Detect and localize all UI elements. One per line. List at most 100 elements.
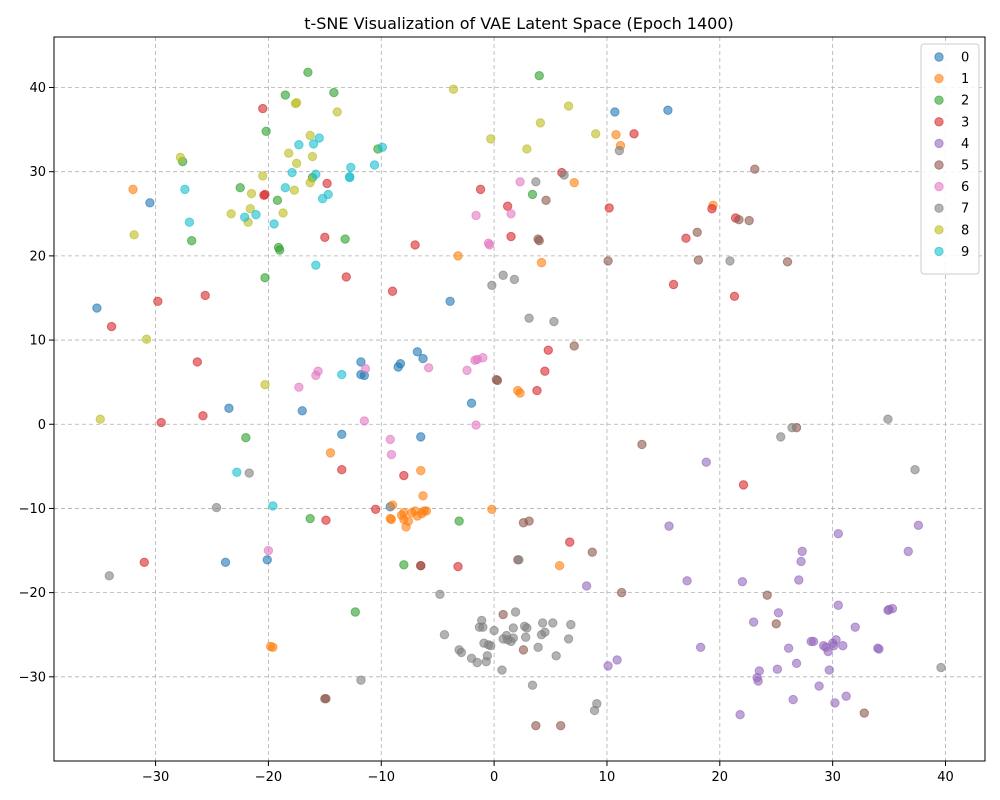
data-point [772, 664, 783, 674]
series-4 [581, 457, 924, 720]
data-point [269, 219, 279, 229]
data-point [692, 227, 702, 238]
data-point [797, 546, 807, 557]
data-point [386, 514, 397, 525]
data-point [403, 516, 414, 526]
data-point [482, 651, 493, 661]
data-point [478, 622, 488, 632]
data-point [903, 546, 913, 557]
legend-label: 1 [961, 72, 969, 87]
data-point [502, 201, 513, 211]
series-0 [92, 105, 673, 568]
data-point [791, 658, 802, 669]
data-point [522, 144, 532, 154]
data-point [737, 576, 748, 587]
data-point [540, 627, 550, 637]
data-point [566, 619, 576, 630]
data-point [788, 694, 798, 705]
data-point [224, 403, 234, 413]
data-point [603, 256, 613, 266]
data-point [454, 516, 464, 526]
data-point [258, 103, 268, 114]
data-point [486, 640, 496, 651]
data-point [515, 388, 525, 398]
data-point [506, 209, 516, 219]
data-point [693, 255, 704, 265]
data-point [850, 622, 860, 632]
data-point [833, 528, 843, 539]
data-point [128, 184, 138, 195]
data-point [175, 152, 186, 163]
data-point [350, 607, 361, 617]
data-point [211, 502, 222, 513]
data-point [814, 681, 824, 691]
data-point [104, 571, 114, 581]
data-point [592, 699, 602, 709]
data-point [423, 363, 434, 373]
data-point [323, 189, 333, 200]
data-point [498, 270, 508, 280]
data-point [416, 432, 426, 442]
data-point [551, 651, 561, 661]
data-point [263, 545, 274, 556]
data-point [258, 171, 268, 181]
data-point [287, 167, 297, 178]
series-7 [104, 145, 946, 716]
data-point [824, 665, 834, 675]
data-point [448, 84, 459, 94]
data-point [141, 334, 152, 344]
data-point [280, 182, 291, 193]
data-point [307, 151, 318, 162]
data-point [497, 665, 507, 675]
data-point [563, 634, 574, 644]
data-point [377, 142, 388, 152]
legend-marker [934, 181, 944, 192]
data-point [356, 675, 366, 685]
series-1 [128, 129, 718, 653]
data-point [421, 506, 432, 516]
data-point [387, 286, 398, 296]
data-point [830, 698, 840, 708]
data-point [549, 316, 559, 327]
data-point [337, 369, 347, 380]
data-point [395, 358, 406, 369]
data-point [369, 160, 380, 170]
data-point [581, 581, 592, 591]
data-point [153, 296, 163, 307]
data-point [534, 71, 544, 81]
data-point [456, 647, 467, 658]
legend-marker [934, 225, 944, 235]
data-point [322, 178, 332, 189]
x-tick-label: 20 [712, 770, 729, 785]
data-point [294, 382, 304, 392]
data-point [341, 272, 351, 282]
data-point [289, 185, 300, 195]
data-point [534, 236, 544, 246]
data-point [548, 618, 558, 628]
data-point [180, 184, 190, 195]
data-point [776, 432, 786, 442]
data-point [535, 118, 546, 128]
data-point [278, 208, 288, 218]
data-point [531, 177, 541, 187]
data-point [453, 561, 463, 572]
data-point [399, 507, 409, 518]
data-point [251, 209, 261, 220]
data-point [472, 657, 482, 668]
data-point [139, 557, 149, 568]
data-point [508, 633, 518, 643]
legend-box [920, 43, 980, 275]
data-point [471, 420, 481, 430]
data-point [321, 515, 331, 525]
legend-marker [934, 138, 944, 149]
x-tick-label: 10 [599, 770, 616, 785]
data-point [540, 366, 550, 376]
data-point [508, 623, 518, 633]
data-point [783, 643, 794, 653]
data-point [663, 105, 673, 115]
series-9 [180, 133, 388, 511]
data-point [521, 632, 531, 642]
data-point [95, 414, 105, 424]
data-point [524, 516, 534, 526]
data-point [808, 636, 819, 647]
